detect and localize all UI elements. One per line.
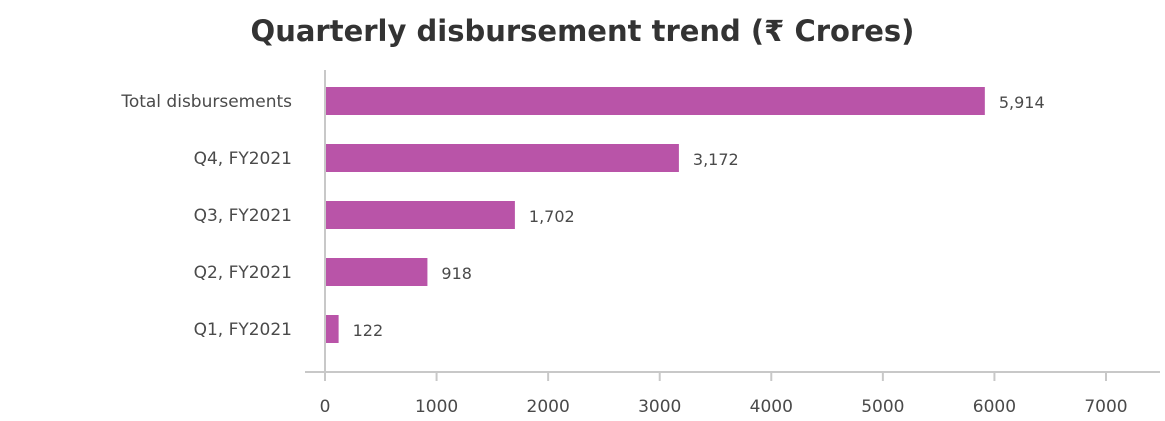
bar	[325, 144, 679, 172]
bars-layer	[325, 87, 985, 343]
chart-title: Quarterly disbursement trend (₹ Crores)	[250, 14, 915, 48]
axes-layer: 0 1000 2000 3000 4000 5000 6000 7000	[305, 70, 1160, 417]
category-label: Q3, FY2021	[194, 206, 292, 226]
x-tick-label: 0	[320, 397, 331, 417]
category-label: Q2, FY2021	[194, 263, 292, 283]
x-tick-label: 4000	[750, 397, 793, 417]
labels-layer: Total disbursements 5,914 Q4, FY2021 3,172 Q…	[120, 92, 1044, 340]
category-label: Q4, FY2021	[194, 149, 292, 169]
x-tick-label: 7000	[1084, 397, 1127, 417]
value-label: 122	[353, 321, 384, 340]
bar	[325, 87, 985, 115]
value-label: 5,914	[999, 93, 1045, 112]
value-label: 3,172	[693, 150, 739, 169]
category-label: Q1, FY2021	[194, 320, 292, 340]
x-tick-label: 2000	[527, 397, 570, 417]
x-tick-label: 3000	[638, 397, 681, 417]
value-label: 1,702	[529, 207, 575, 226]
value-label: 918	[441, 264, 472, 283]
category-label: Total disbursements	[120, 92, 292, 112]
x-tick-label: 6000	[973, 397, 1016, 417]
bar	[325, 315, 339, 343]
bar	[325, 201, 515, 229]
x-tick-label: 5000	[861, 397, 904, 417]
x-tick-label: 1000	[415, 397, 458, 417]
bar	[325, 258, 428, 286]
